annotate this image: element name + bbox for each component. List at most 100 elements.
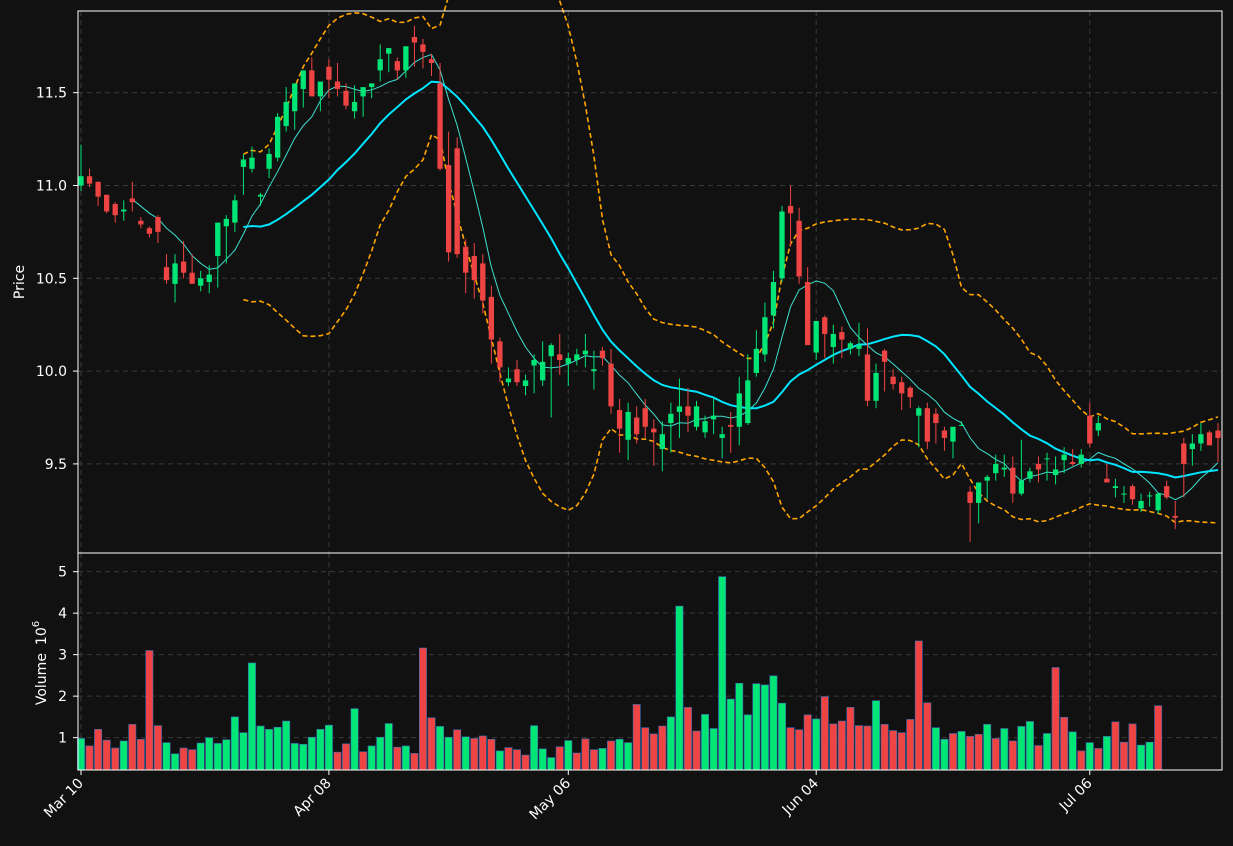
volume-bar bbox=[324, 724, 333, 771]
candle-body bbox=[651, 428, 657, 433]
candle-body bbox=[762, 317, 768, 355]
volume-bar bbox=[983, 724, 992, 771]
candle-body bbox=[505, 378, 512, 383]
volume-bar bbox=[478, 735, 487, 771]
volume-bar bbox=[914, 640, 923, 771]
candle-body bbox=[975, 482, 982, 503]
volume-bar bbox=[897, 732, 906, 771]
volume-bar bbox=[1068, 731, 1077, 771]
volume-bar bbox=[837, 720, 846, 771]
volume-bar bbox=[461, 736, 470, 771]
candle-body bbox=[343, 90, 349, 106]
volume-bar bbox=[213, 743, 222, 771]
volume-bar bbox=[940, 738, 949, 771]
volume-bar bbox=[1094, 748, 1103, 771]
candle-body bbox=[180, 261, 187, 273]
candle-body bbox=[1155, 493, 1161, 511]
candle-body bbox=[103, 194, 110, 212]
price-y-tick-label: 10.0 bbox=[36, 364, 67, 380]
candle-body bbox=[1010, 467, 1016, 494]
volume-bar bbox=[735, 682, 744, 771]
volume-bar bbox=[1085, 742, 1094, 771]
volume-bar bbox=[649, 733, 658, 771]
candle-body bbox=[1189, 443, 1196, 450]
volume-bar bbox=[666, 716, 675, 771]
volume-bar bbox=[1111, 721, 1120, 771]
volume-bar bbox=[367, 745, 376, 771]
volume-bar bbox=[829, 723, 838, 771]
volume-bar bbox=[709, 728, 718, 771]
price-y-ticks: 9.5 10.0 10.5 11.0 11.5 bbox=[36, 86, 78, 473]
volume-bar bbox=[136, 738, 145, 771]
candle-body bbox=[659, 434, 665, 450]
volume-bar bbox=[760, 684, 769, 771]
candle-body bbox=[1164, 486, 1170, 498]
candle-body bbox=[163, 267, 170, 281]
candle-body bbox=[377, 59, 383, 71]
candle-body bbox=[967, 491, 973, 503]
volume-bar bbox=[419, 647, 427, 771]
volume-bar bbox=[820, 696, 829, 771]
candle-body bbox=[890, 376, 896, 385]
volume-bar bbox=[1034, 745, 1043, 771]
volume-bar bbox=[290, 743, 299, 771]
volume-bar bbox=[812, 718, 821, 771]
volume-bar bbox=[179, 747, 188, 771]
volume-bar bbox=[222, 739, 231, 771]
price-y-tick-label: 10.5 bbox=[36, 271, 67, 287]
volume-bar bbox=[102, 739, 111, 771]
candle-body bbox=[864, 354, 871, 401]
volume-bar bbox=[154, 725, 162, 771]
candle-body bbox=[240, 159, 247, 167]
volume-bar bbox=[675, 605, 684, 771]
candle-body bbox=[1206, 432, 1213, 446]
candle-body bbox=[710, 415, 717, 420]
volume-axis-label-text: Volume bbox=[34, 653, 50, 705]
candle-body bbox=[565, 358, 571, 364]
candle-body bbox=[728, 424, 734, 427]
volume-bar bbox=[94, 729, 103, 771]
volume-bar bbox=[384, 723, 393, 771]
candle-body bbox=[950, 426, 956, 442]
volume-bar bbox=[957, 731, 966, 771]
volume-bar bbox=[769, 675, 778, 771]
candle-body bbox=[557, 354, 563, 360]
lower-band-line bbox=[243, 133, 1219, 524]
volume-bar bbox=[119, 740, 128, 771]
price-axis-label: Price bbox=[12, 265, 28, 299]
volume-y-tick-label: 4 bbox=[58, 606, 67, 622]
volume-bar bbox=[607, 740, 615, 771]
volume-bar bbox=[564, 740, 573, 771]
volume-bar bbox=[889, 730, 898, 771]
candle-body bbox=[1027, 471, 1033, 479]
volume-bar bbox=[1077, 750, 1086, 771]
volume-bar bbox=[436, 726, 444, 771]
volume-bar bbox=[641, 727, 650, 771]
candle-body bbox=[634, 417, 640, 435]
candle-body bbox=[685, 406, 691, 416]
candle-body bbox=[454, 148, 460, 255]
volume-bar bbox=[743, 714, 752, 771]
volume-axis-label: Volume 106 bbox=[31, 621, 50, 705]
price-y-tick-label: 9.5 bbox=[45, 457, 67, 473]
candle-body bbox=[574, 354, 580, 360]
candle-body bbox=[1198, 434, 1204, 444]
candle-body bbox=[198, 278, 204, 286]
candle-body bbox=[1044, 458, 1050, 460]
candle-body bbox=[78, 176, 84, 186]
volume-y-tick-label: 2 bbox=[58, 689, 67, 705]
volume-bar bbox=[931, 727, 940, 771]
candle-body bbox=[463, 246, 469, 273]
candle-body bbox=[625, 411, 631, 440]
candle-body bbox=[488, 296, 494, 340]
candle-body bbox=[916, 408, 922, 416]
volume-bar bbox=[872, 700, 880, 771]
candle-body bbox=[539, 361, 546, 381]
volume-bar bbox=[684, 707, 692, 771]
volume-bar bbox=[923, 702, 932, 771]
volume-bar bbox=[795, 729, 804, 771]
candle-body bbox=[292, 83, 298, 112]
candle-body bbox=[223, 218, 229, 227]
volume-bar bbox=[282, 720, 291, 771]
